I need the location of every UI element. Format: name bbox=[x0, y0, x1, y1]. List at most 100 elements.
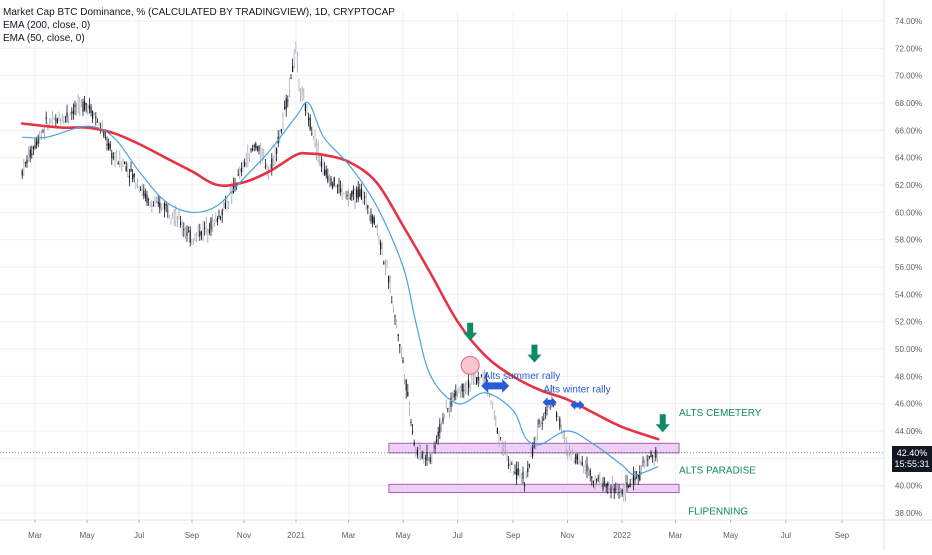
candle-body bbox=[220, 217, 222, 219]
candle-body bbox=[29, 149, 31, 158]
candle-body bbox=[524, 484, 526, 486]
candle-body bbox=[557, 416, 559, 420]
candle-body bbox=[440, 425, 443, 428]
candle-body bbox=[178, 215, 180, 219]
candle-body bbox=[527, 468, 529, 473]
candle-body bbox=[352, 189, 355, 195]
y-tick-label: 54.00% bbox=[895, 290, 922, 299]
candle-body bbox=[370, 215, 372, 222]
candle-body bbox=[600, 481, 603, 486]
candle-body bbox=[84, 101, 86, 111]
y-tick-label: 64.00% bbox=[895, 154, 922, 163]
candle-body bbox=[186, 231, 188, 236]
candle-body bbox=[591, 476, 593, 479]
candle-body bbox=[104, 137, 107, 139]
candle-body bbox=[447, 408, 449, 410]
annotations: Alts summer rally Alts winter rally ALTS C… bbox=[0, 322, 884, 517]
candle-body bbox=[248, 153, 251, 159]
candle-body bbox=[223, 206, 225, 210]
candle-body bbox=[50, 121, 52, 124]
candle-body bbox=[538, 419, 540, 425]
candle-body bbox=[624, 481, 627, 497]
candle-body bbox=[572, 452, 574, 454]
x-tick-label: Jul bbox=[134, 531, 144, 540]
candle-body bbox=[167, 210, 169, 212]
candle-body bbox=[237, 174, 239, 176]
candle-body bbox=[396, 321, 398, 326]
candle-body bbox=[356, 189, 358, 198]
candle-body bbox=[404, 377, 406, 379]
candle-body bbox=[42, 130, 44, 132]
candle-body bbox=[159, 202, 161, 209]
y-tick-label: 50.00% bbox=[895, 345, 922, 354]
candle-body bbox=[424, 458, 427, 460]
candle-body bbox=[346, 194, 348, 196]
legend-ema50[interactable]: EMA (50, close, 0) bbox=[3, 33, 85, 44]
candle-body bbox=[157, 201, 159, 204]
candle-body bbox=[333, 177, 335, 186]
candle-body bbox=[303, 96, 305, 99]
candle-body bbox=[61, 120, 63, 122]
candle-body bbox=[394, 315, 396, 318]
candle-body bbox=[149, 202, 151, 205]
candle-body bbox=[556, 412, 558, 418]
candle-body bbox=[400, 350, 403, 352]
legend-title[interactable]: Market Cap BTC Dominance, % (CALCULATED … bbox=[3, 7, 395, 18]
candle-body bbox=[111, 152, 113, 159]
candle-body bbox=[437, 431, 439, 437]
candle-body bbox=[72, 110, 75, 115]
x-tick-label: 2022 bbox=[613, 531, 631, 540]
candle-body bbox=[508, 463, 510, 467]
x-tick-label: Jul bbox=[453, 531, 463, 540]
x-tick-label: Mar bbox=[669, 531, 683, 540]
candle-body bbox=[373, 217, 375, 224]
candle-body bbox=[298, 80, 300, 86]
candle-body bbox=[559, 418, 561, 428]
candle-body bbox=[458, 389, 460, 391]
y-tick-label: 40.00% bbox=[895, 482, 922, 491]
candle-body bbox=[226, 202, 228, 207]
candle-body bbox=[602, 482, 604, 490]
candle-body bbox=[242, 164, 244, 166]
candle-body bbox=[232, 183, 235, 194]
candle-body bbox=[498, 436, 500, 442]
candle-body bbox=[388, 276, 390, 283]
y-tick-label: 58.00% bbox=[895, 236, 922, 245]
candle-body bbox=[96, 121, 99, 123]
candle-body bbox=[456, 390, 459, 393]
label-alts-cemetery: ALTS CEMETERY bbox=[679, 408, 762, 419]
candle-body bbox=[596, 478, 598, 482]
candle-body bbox=[292, 65, 294, 72]
candle-body bbox=[338, 184, 340, 186]
candle-body bbox=[287, 100, 289, 102]
legend-ema200[interactable]: EMA (200, close, 0) bbox=[3, 20, 91, 31]
candle-body bbox=[573, 458, 575, 460]
candle-body bbox=[583, 465, 585, 467]
candle-body bbox=[546, 409, 548, 411]
candle-body bbox=[578, 455, 580, 457]
candle-body bbox=[493, 413, 495, 416]
candle-body bbox=[501, 444, 503, 448]
candle-body bbox=[397, 334, 399, 336]
candle-body bbox=[180, 222, 182, 226]
candle-body bbox=[184, 232, 187, 235]
highlight-circle bbox=[460, 355, 480, 375]
candle-body bbox=[191, 240, 193, 243]
candle-body bbox=[85, 103, 87, 105]
candle-body bbox=[351, 191, 353, 198]
candle-body bbox=[365, 198, 367, 203]
candle-body bbox=[367, 205, 369, 209]
candle-body bbox=[133, 173, 135, 177]
candle-body bbox=[308, 117, 310, 120]
candle-body bbox=[584, 463, 587, 473]
x-tick-label: Sep bbox=[185, 531, 200, 540]
candle-body bbox=[52, 115, 54, 123]
x-tick-label: Mar bbox=[28, 531, 42, 540]
candle-body bbox=[327, 175, 329, 182]
candle-body bbox=[120, 162, 123, 168]
candle-body bbox=[512, 472, 515, 476]
candle-body bbox=[472, 379, 475, 381]
candle-body bbox=[522, 471, 524, 479]
candle-body bbox=[357, 187, 359, 200]
